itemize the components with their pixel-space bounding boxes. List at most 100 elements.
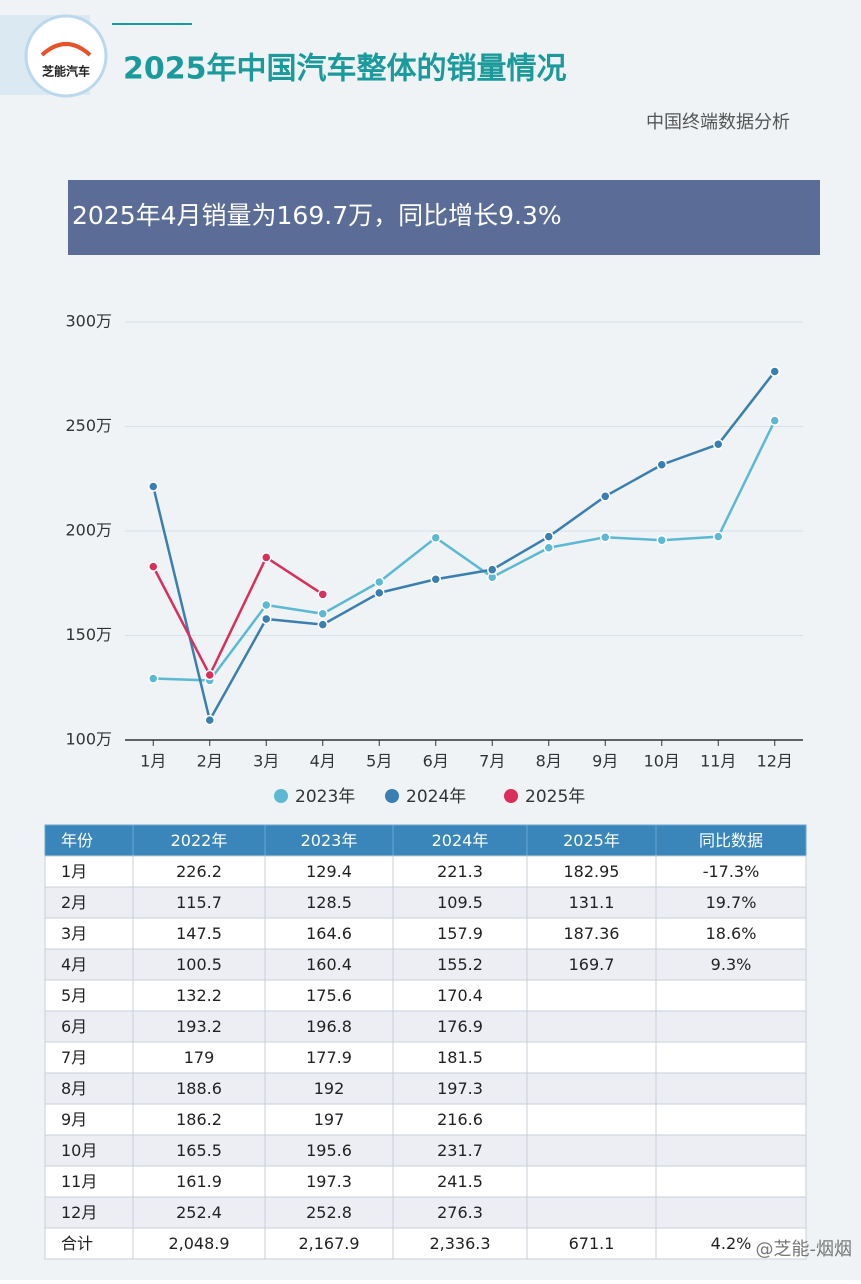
table-text: 175.6 [306,986,352,1005]
table-text: 6月 [61,1017,87,1036]
table-cell [526,1041,657,1074]
table-text: 170.4 [437,986,483,1005]
table-text: 147.5 [176,924,222,943]
table-text: 128.5 [306,893,352,912]
table-cell [44,948,134,981]
table-header: 年份 [61,831,93,850]
table-text: 2月 [61,893,87,912]
table-cell [44,1041,134,1074]
table-cell [132,855,266,888]
table-cell [392,979,528,1012]
table-text: 188.6 [176,1079,222,1098]
table-cell [392,855,528,888]
table-cell [392,1010,528,1043]
table-text: 177.9 [306,1048,352,1067]
legend-label: 2023年 [295,787,355,807]
table-cell [392,824,528,857]
table-text: 100.5 [176,955,222,974]
table-cell [44,1227,134,1260]
table-cell [526,886,657,919]
table-cell [526,1196,657,1229]
x-tick-label: 4月 [310,752,336,771]
table-text: 5月 [61,986,87,1005]
table-cell [526,1165,657,1198]
table-cell [526,1072,657,1105]
series-line [152,370,776,724]
legend-label: 2025年 [525,787,585,807]
table-text: 2,336.3 [429,1234,490,1253]
banner-text: 2025年4月销量为169.7万，同比增长9.3% [72,201,562,230]
banner [68,180,820,255]
table-header: 2024年 [432,831,489,850]
table-text: 169.7 [569,955,615,974]
table-text: 197 [314,1110,345,1129]
x-tick-label: 7月 [479,752,505,771]
table-cell [44,1103,134,1136]
table-text: 231.7 [437,1141,483,1160]
point [430,532,441,543]
x-tick-label: 2月 [197,752,223,771]
point [600,532,611,543]
x-tick-label: 11月 [700,752,736,771]
table: 年份 2022年 2023年 2024年 2025年 同比数据 1月 226.2 129.4 22… [44,824,807,1260]
point [656,534,667,546]
table-text: 19.7% [706,893,757,912]
table-cell [44,917,134,950]
table-text: -17.3% [703,862,760,881]
table-text: 11月 [61,1172,97,1191]
table-cell [392,1072,528,1105]
point [261,552,272,563]
table-cell [655,1041,807,1074]
table-text: 4月 [61,955,87,974]
table-header: 2022年 [171,831,228,850]
point [600,491,611,502]
table-text: 115.7 [176,893,222,912]
table-text: 176.9 [437,1017,483,1036]
table-text: 18.6% [706,924,757,943]
table-text: 129.4 [306,862,352,881]
table-text: 276.3 [437,1203,483,1222]
table-text: 252.8 [306,1203,352,1222]
point [261,613,272,625]
table-cell [655,1134,807,1167]
table-text: 226.2 [176,862,222,881]
table-cell [655,855,807,888]
table-cell [655,979,807,1012]
table-text: 165.5 [176,1141,222,1160]
table-text: 131.1 [569,893,615,912]
x-tick-label: 6月 [423,752,449,771]
table-cell [264,1072,394,1105]
table-cell [526,917,657,950]
table-text: 1月 [61,862,87,881]
table-text: 195.6 [306,1141,352,1160]
table-cell [264,917,394,950]
x-tick-label: 10月 [644,752,680,771]
table-cell [526,1010,657,1043]
table-text: 187.36 [564,924,620,943]
table-header: 2025年 [563,831,620,850]
table-text: 252.4 [176,1203,222,1222]
point [148,673,159,684]
table-cell [264,948,394,981]
table-cell [44,1196,134,1229]
table-cell [655,886,807,919]
table-cell [44,1072,134,1105]
table-cell [44,886,134,919]
table-text: 8月 [61,1079,87,1098]
table-cell [132,917,266,950]
table-cell [264,824,394,857]
table-cell [392,917,528,950]
table-cell [655,1196,807,1229]
point [543,542,554,553]
point [769,415,780,426]
table-cell [655,1227,807,1260]
table-cell [655,824,807,857]
table-text: 179 [184,1048,215,1067]
table-cell [526,1134,657,1167]
point [487,564,498,575]
table-header: 2023年 [301,831,358,850]
legend-swatch [274,789,288,803]
point [713,531,724,542]
table-text: 155.2 [437,955,483,974]
